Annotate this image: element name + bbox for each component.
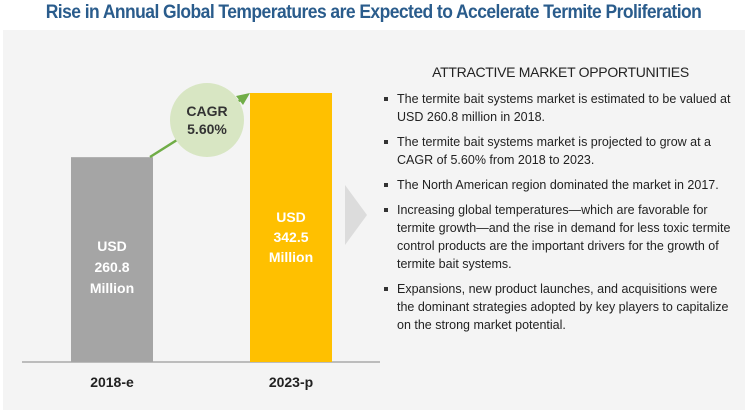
bar-data-label: USD: [97, 238, 127, 254]
cagr-label: CAGR: [186, 103, 227, 119]
bar-2023-p: [250, 93, 332, 362]
cagr-value: 5.60%: [187, 121, 227, 137]
bar-2018-e: [71, 157, 153, 362]
bullet-item: Expansions, new product launches, and ac…: [383, 280, 738, 334]
opportunities-heading: ATTRACTIVE MARKET OPPORTUNITIES: [432, 64, 689, 80]
arrow-head-icon: [236, 93, 250, 105]
bullet-item: The termite bait systems market is proje…: [383, 133, 738, 169]
bar-data-label: USD: [276, 209, 306, 225]
bullet-item: The termite bait systems market is estim…: [383, 90, 738, 126]
cagr-bubble: [170, 83, 244, 157]
x-tick-label: 2023-p: [269, 374, 313, 390]
x-tick-label: 2018-e: [90, 374, 134, 390]
page-title: Rise in Annual Global Temperatures are E…: [45, 2, 702, 23]
bar-data-label: 342.5: [273, 229, 308, 245]
bullet-item: Increasing global temperatures—which are…: [383, 201, 738, 273]
bar-data-label: Million: [269, 249, 313, 265]
chevron-right-icon: [345, 185, 367, 245]
opportunities-list: The termite bait systems market is estim…: [383, 90, 738, 341]
bullet-item: The North American region dominated the …: [383, 176, 738, 194]
bar-data-label: Million: [90, 280, 134, 296]
bar-data-label: 260.8: [94, 259, 129, 275]
